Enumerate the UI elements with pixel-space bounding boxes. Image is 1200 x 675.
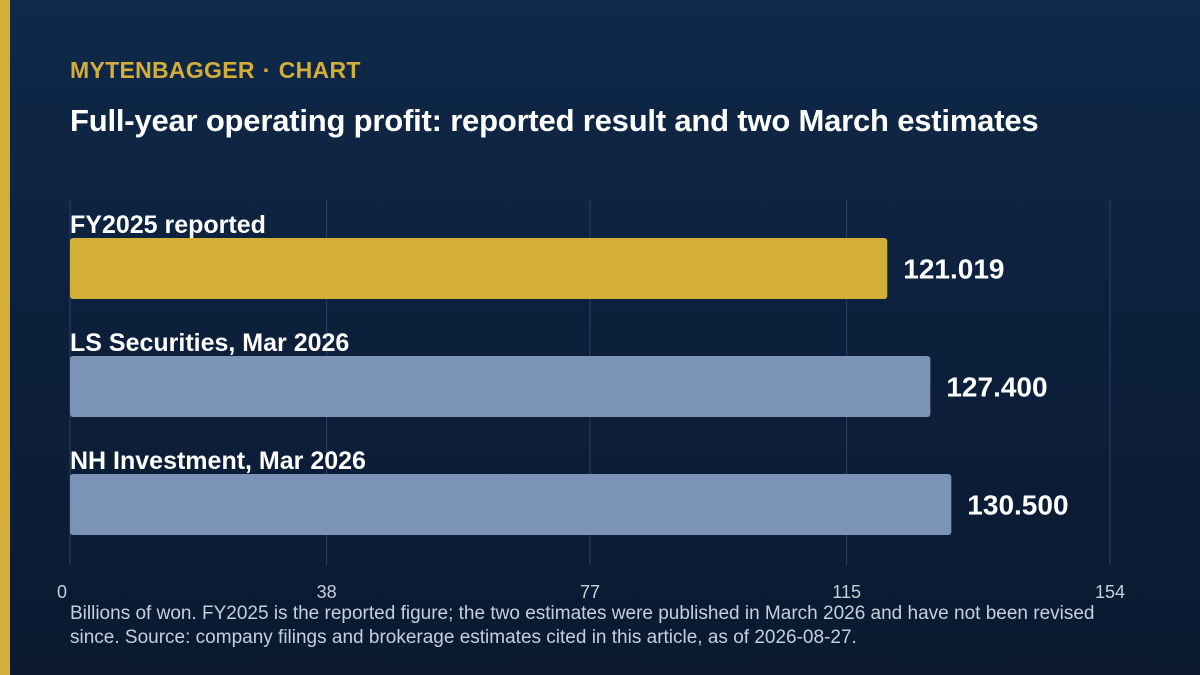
value-label: 121.019 — [903, 254, 1004, 285]
x-tick-label: 77 — [580, 582, 600, 602]
footnote: Billions of won. FY2025 is the reported … — [70, 603, 1095, 648]
x-tick-label: 38 — [317, 582, 337, 602]
bar — [70, 474, 952, 535]
chart-title: Full-year operating profit: reported res… — [70, 103, 1039, 138]
bar — [70, 356, 931, 417]
x-tick-label: 115 — [832, 582, 861, 602]
brand-label: MYTENBAGGER — [70, 57, 255, 83]
kicker-separator: · — [262, 57, 271, 83]
value-label: 130.500 — [967, 490, 1068, 521]
x-tick-label: 154 — [1095, 582, 1125, 602]
category-label: FY2025 reported — [70, 211, 266, 239]
x-tick-label: 0 — [57, 582, 67, 602]
accent-bar — [0, 0, 10, 675]
value-label: 127.400 — [946, 372, 1047, 403]
section-label: CHART — [278, 57, 361, 83]
bar — [70, 238, 888, 299]
category-label: LS Securities, Mar 2026 — [70, 329, 349, 357]
category-label: NH Investment, Mar 2026 — [70, 447, 366, 475]
kicker: MYTENBAGGER · CHART — [70, 57, 361, 84]
